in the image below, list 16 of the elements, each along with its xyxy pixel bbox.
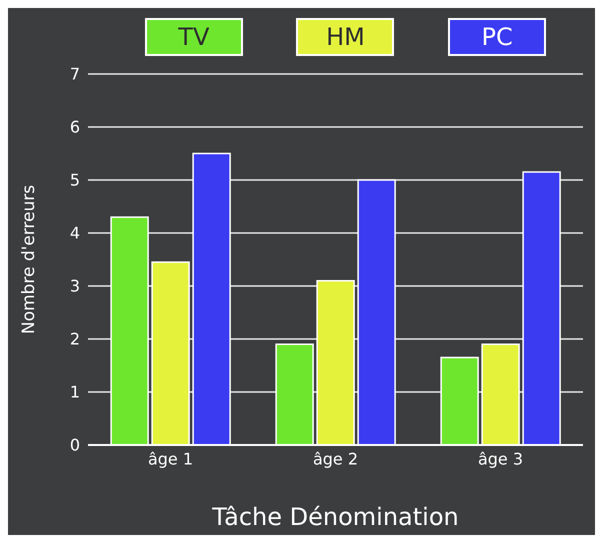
y-tick-label: 1 [70, 382, 80, 402]
text: HM [296, 18, 394, 56]
x-tick-label: âge 3 [478, 449, 524, 468]
y-tick-label: 3 [70, 276, 80, 296]
y-tick-label: 2 [70, 330, 80, 349]
y-tick-label: 6 [70, 118, 80, 137]
y-tick-label: 4 [70, 224, 80, 243]
text: PC [448, 18, 546, 56]
y-axis-title: Nombre d'erreurs [19, 184, 40, 334]
x-tick-label: âge 1 [148, 449, 194, 468]
y-tick-label: 7 [70, 64, 80, 84]
y-tick-label: 0 [70, 436, 80, 455]
text: TV [144, 18, 243, 56]
x-tick-label: âge 2 [312, 449, 358, 468]
x-axis-title: Tâche Dénomination [211, 503, 459, 531]
y-tick-label: 5 [70, 170, 80, 190]
